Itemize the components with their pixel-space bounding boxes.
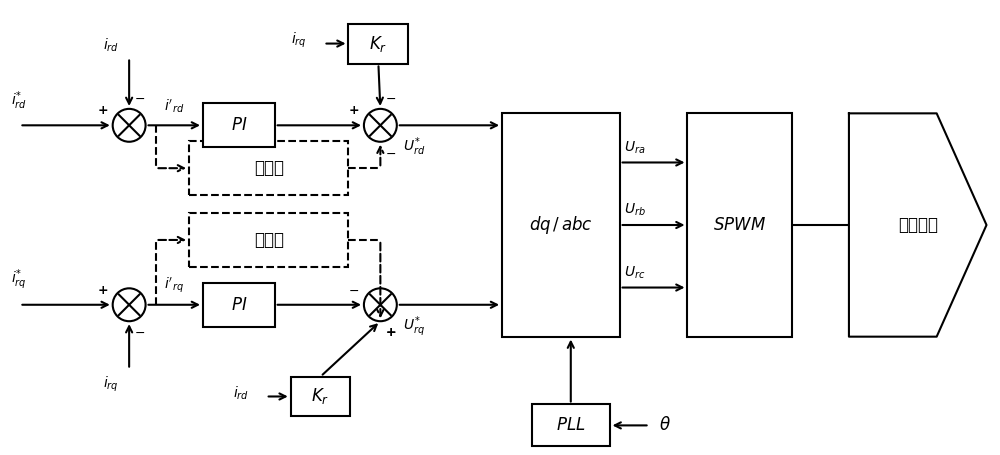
Text: $i_{rq}$: $i_{rq}$ — [291, 31, 307, 50]
Text: $i'_{rq}$: $i'_{rq}$ — [164, 275, 184, 295]
Text: 调制脉冲: 调制脉冲 — [898, 216, 938, 234]
Text: $U_{ra}$: $U_{ra}$ — [624, 139, 645, 156]
Bar — [291, 377, 350, 416]
Text: $SPWM$: $SPWM$ — [713, 216, 766, 234]
Text: $-$: $-$ — [134, 326, 145, 339]
Text: $dq\,/\,abc$: $dq\,/\,abc$ — [529, 214, 593, 236]
Bar — [189, 213, 348, 267]
Text: $i'_{rd}$: $i'_{rd}$ — [164, 98, 184, 116]
Bar — [502, 113, 620, 337]
Text: +: + — [348, 104, 359, 117]
Text: +: + — [385, 326, 396, 339]
Polygon shape — [849, 113, 987, 337]
Text: $i_{rd}$: $i_{rd}$ — [233, 385, 249, 402]
Text: $i^{*}_{rd}$: $i^{*}_{rd}$ — [11, 90, 28, 112]
Bar — [189, 141, 348, 195]
Bar — [687, 113, 792, 337]
Text: $i^{*}_{rq}$: $i^{*}_{rq}$ — [11, 267, 27, 292]
Text: $U^{*}_{rd}$: $U^{*}_{rd}$ — [403, 135, 425, 158]
Text: $PI$: $PI$ — [231, 116, 247, 134]
Text: $U_{rb}$: $U_{rb}$ — [624, 202, 645, 218]
Text: $-$: $-$ — [134, 92, 145, 105]
Text: $-$: $-$ — [385, 147, 396, 160]
Text: 阻尼环: 阻尼环 — [254, 231, 284, 249]
Text: $i_{rd}$: $i_{rd}$ — [103, 36, 119, 54]
Text: $K_r$: $K_r$ — [311, 386, 330, 406]
Text: $U_{rc}$: $U_{rc}$ — [624, 264, 645, 281]
Text: +: + — [385, 326, 396, 339]
Text: $PLL$: $PLL$ — [556, 416, 586, 435]
Text: $PI$: $PI$ — [231, 296, 247, 314]
Text: +: + — [98, 104, 109, 117]
Text: $K_r$: $K_r$ — [369, 34, 388, 54]
Text: 阻尼环: 阻尼环 — [254, 159, 284, 177]
Bar — [203, 103, 275, 147]
Text: $-$: $-$ — [385, 92, 396, 105]
Text: $-$: $-$ — [348, 284, 359, 297]
Text: $\theta$: $\theta$ — [659, 416, 670, 435]
Bar — [348, 24, 408, 64]
Bar — [532, 404, 610, 446]
Text: +: + — [98, 284, 109, 297]
Bar — [203, 283, 275, 327]
Text: $U^{*}_{rq}$: $U^{*}_{rq}$ — [403, 315, 425, 339]
Text: $i_{rq}$: $i_{rq}$ — [103, 374, 119, 394]
